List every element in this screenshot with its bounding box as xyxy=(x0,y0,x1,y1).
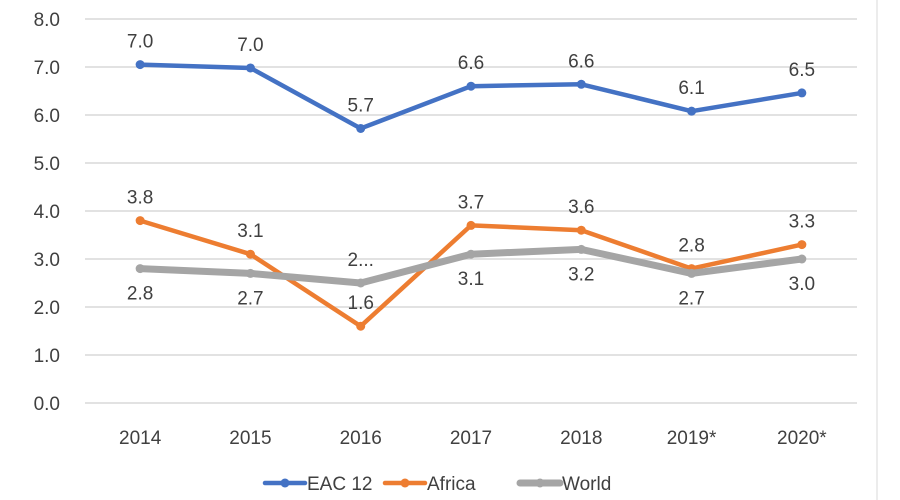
data-label: 3.6 xyxy=(568,197,594,218)
data-point xyxy=(245,249,255,259)
x-tick-label: 2017 xyxy=(450,428,492,449)
y-tick-label: 4.0 xyxy=(34,202,60,223)
data-label: 2... xyxy=(348,250,374,271)
legend-marker xyxy=(400,478,410,488)
x-tick-label: 2018 xyxy=(560,428,602,449)
data-point xyxy=(245,268,255,278)
legend-label: EAC 12 xyxy=(307,474,372,495)
y-tick-label: 0.0 xyxy=(34,394,60,415)
data-point xyxy=(356,278,366,288)
data-label: 1.6 xyxy=(348,293,374,314)
legend-marker xyxy=(280,478,290,488)
legend-marker xyxy=(535,478,545,488)
data-label: 5.7 xyxy=(348,95,374,116)
x-tick-label: 2019* xyxy=(667,428,717,449)
data-point xyxy=(135,264,145,274)
y-tick-label: 7.0 xyxy=(34,58,60,79)
y-tick-label: 8.0 xyxy=(34,10,60,31)
data-point xyxy=(576,225,586,235)
data-label: 3.8 xyxy=(127,188,153,209)
data-label: 3.2 xyxy=(568,264,594,285)
data-label: 3.7 xyxy=(458,192,484,213)
data-point xyxy=(576,244,586,254)
data-label: 6.1 xyxy=(678,78,704,99)
y-tick-label: 1.0 xyxy=(34,346,60,367)
data-label: 3.1 xyxy=(237,221,263,242)
data-point xyxy=(797,240,807,250)
data-point xyxy=(466,81,476,91)
y-tick-label: 6.0 xyxy=(34,106,60,127)
x-tick-label: 2014 xyxy=(119,428,162,449)
y-tick-label: 3.0 xyxy=(34,250,60,271)
data-label: 2.7 xyxy=(237,288,263,309)
data-point xyxy=(135,60,145,70)
data-label: 7.0 xyxy=(127,32,153,53)
data-point xyxy=(356,123,366,133)
legend-label: World xyxy=(562,474,611,495)
data-point xyxy=(135,216,145,226)
data-label: 6.6 xyxy=(458,53,484,74)
y-tick-label: 5.0 xyxy=(34,154,60,175)
data-label: 3.1 xyxy=(458,269,484,290)
x-tick-label: 2015 xyxy=(229,428,271,449)
data-label: 7.0 xyxy=(237,35,263,56)
data-point xyxy=(356,321,366,331)
data-label: 2.8 xyxy=(678,236,704,257)
data-point xyxy=(245,63,255,73)
data-label: 3.0 xyxy=(789,274,815,295)
data-label: 2.7 xyxy=(678,288,704,309)
data-label: 6.6 xyxy=(568,51,594,72)
data-label: 3.3 xyxy=(789,212,815,233)
data-label: 6.5 xyxy=(789,60,815,81)
data-point xyxy=(466,249,476,259)
data-point xyxy=(466,220,476,230)
x-tick-label: 2016 xyxy=(340,428,382,449)
x-tick-label: 2020* xyxy=(777,428,827,449)
data-point xyxy=(797,88,807,98)
data-point xyxy=(687,106,697,116)
data-point xyxy=(576,79,586,89)
y-tick-label: 2.0 xyxy=(34,298,60,319)
data-point xyxy=(687,268,697,278)
legend-label: Africa xyxy=(427,474,476,495)
data-point xyxy=(797,254,807,264)
data-label: 2.8 xyxy=(127,284,153,305)
